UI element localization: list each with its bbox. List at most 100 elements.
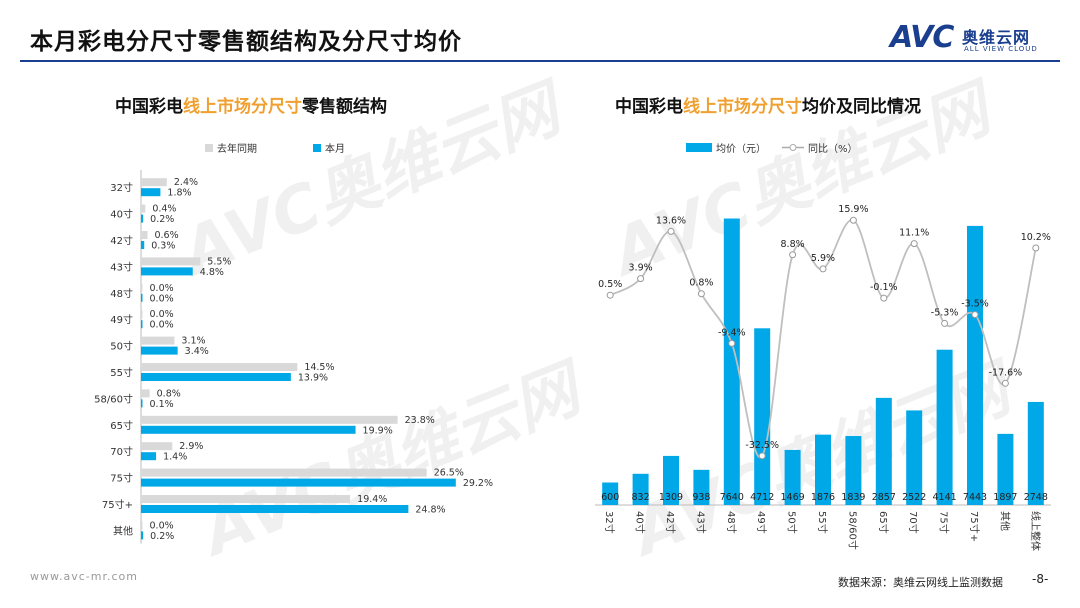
price-label: 600 — [601, 492, 619, 503]
legend-swatch — [205, 144, 213, 152]
price-bar — [997, 433, 1014, 505]
bar-prev — [141, 389, 150, 398]
bar-prev — [141, 231, 148, 239]
category-label: 75寸+ — [968, 511, 981, 542]
yoy-point — [606, 291, 614, 299]
legend-label: 去年同期 — [217, 142, 257, 155]
category-label: 49寸 — [755, 511, 768, 534]
yoy-point — [880, 294, 888, 302]
bar-current — [141, 241, 145, 249]
avg-price-combo-chart: 均价（元） 同比（%） 600 32寸 832 40寸 1309 42寸 938 43寸 7640 4… — [595, 143, 1051, 551]
bar-prev — [141, 442, 173, 451]
logo-mark: AVC — [890, 20, 954, 55]
category-label: 50寸 — [110, 340, 133, 353]
yoy-label: 3.9% — [629, 263, 653, 274]
price-bar — [845, 436, 862, 505]
data-label-prev: 0.4% — [152, 204, 176, 215]
price-label: 1469 — [781, 492, 805, 503]
price-label: 1876 — [811, 492, 835, 503]
legend-swatch — [313, 144, 321, 152]
data-label-current: 29.2% — [463, 478, 493, 489]
category-label: 40寸 — [634, 511, 647, 534]
yoy-label: 8.8% — [781, 239, 805, 250]
yoy-point — [789, 251, 797, 259]
data-label-current: 4.8% — [200, 267, 224, 278]
yoy-point — [1032, 244, 1040, 252]
logo-cn: 奥维云网 — [962, 28, 1031, 47]
data-label-current: 0.2% — [150, 214, 174, 225]
category-label: 65寸 — [110, 419, 133, 432]
price-bar — [815, 434, 831, 505]
data-label-current: 0.3% — [151, 241, 175, 252]
yoy-point — [637, 275, 645, 283]
category-label: 75寸 — [110, 472, 133, 485]
bar-current — [141, 267, 193, 276]
price-label: 4141 — [933, 492, 957, 503]
footer-url: www.avc-mr.com — [30, 570, 138, 583]
bar-current — [141, 478, 456, 487]
yoy-label: -9.4% — [718, 327, 746, 338]
category-label: 70寸 — [110, 445, 133, 458]
price-label: 1897 — [993, 492, 1017, 503]
data-label-current: 0.2% — [150, 531, 174, 542]
bar-prev — [141, 178, 167, 187]
category-label: 50寸 — [786, 511, 799, 534]
yoy-point — [758, 452, 766, 460]
price-bar — [602, 482, 619, 505]
data-label-prev: 3.1% — [181, 336, 205, 347]
category-label: 55寸 — [110, 366, 133, 379]
bar-prev — [141, 283, 143, 292]
yoy-label: 15.9% — [838, 204, 868, 215]
category-label: 55寸 — [816, 511, 829, 534]
price-label: 1309 — [659, 492, 683, 503]
yoy-label: 0.8% — [689, 278, 713, 289]
category-label: 43寸 — [110, 260, 133, 273]
data-label-prev: 19.4% — [357, 494, 387, 505]
legend-label: 本月 — [325, 142, 345, 155]
legend-label: 同比（%） — [808, 143, 858, 155]
data-label-current: 0.1% — [150, 399, 174, 410]
bar-prev — [141, 415, 398, 424]
avc-logo: AVC 奥维云网 ALL VIEW CLOUD — [890, 20, 1050, 56]
yoy-label: 5.9% — [811, 253, 835, 264]
data-label-prev: 2.4% — [174, 177, 198, 188]
data-label-prev: 0.8% — [157, 388, 181, 399]
data-label-current: 1.4% — [163, 452, 187, 463]
page-title: 本月彩电分尺寸零售额结构及分尺寸均价 — [30, 29, 462, 55]
category-label: 75寸 — [938, 511, 951, 534]
category-label: 58/60寸 — [846, 511, 859, 550]
price-label: 4712 — [750, 492, 774, 503]
category-label: 线上整体 — [1029, 511, 1042, 551]
category-label: 32寸 — [110, 181, 133, 194]
bar-current — [141, 505, 409, 513]
yoy-label: -17.6% — [989, 367, 1023, 378]
price-bar — [754, 328, 771, 505]
data-label-current: 0.0% — [150, 320, 174, 331]
yoy-label: -3.5% — [961, 299, 989, 310]
yoy-label: -32.5% — [745, 440, 779, 451]
bar-prev — [141, 363, 298, 371]
price-bar — [663, 455, 679, 505]
bar-current — [141, 425, 356, 434]
price-label: 938 — [692, 492, 710, 503]
right-chart-title: 中国彩电线上市场分尺寸均价及同比情况 — [615, 97, 921, 117]
yoy-point — [1001, 379, 1009, 387]
price-bar — [875, 397, 892, 505]
bar-current — [141, 373, 291, 381]
size-share-bar-chart: 去年同期 本月32寸2.4%1.8%40寸0.4%0.2%42寸0.6%0.3%4… — [94, 142, 493, 544]
yoy-label: 11.1% — [899, 228, 929, 239]
price-label: 1839 — [841, 492, 865, 503]
header-divider — [20, 60, 1060, 62]
yoy-point — [667, 227, 675, 235]
bar-prev — [141, 257, 201, 266]
data-label-prev: 14.5% — [304, 362, 334, 373]
bar-current — [141, 320, 143, 329]
data-label-current: 3.4% — [185, 346, 209, 357]
data-label-prev: 26.5% — [434, 468, 464, 479]
category-label: 58/60寸 — [94, 392, 133, 405]
price-bar — [784, 449, 801, 505]
bar-prev — [141, 310, 143, 319]
data-label-current: 13.9% — [298, 373, 328, 384]
price-label: 2522 — [902, 492, 926, 503]
price-bar — [906, 410, 923, 505]
